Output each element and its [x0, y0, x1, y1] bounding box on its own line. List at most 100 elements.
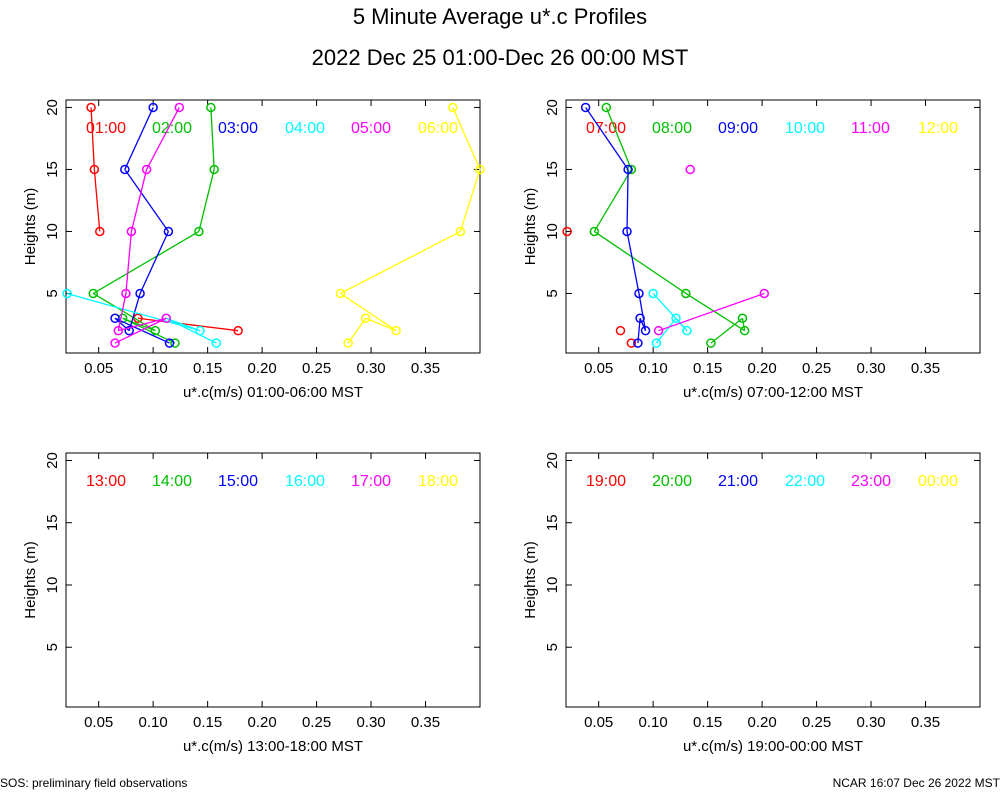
series-line-0100 [137, 317, 239, 332]
y-tick-label: 20 [44, 452, 61, 469]
series-line-0400 [165, 317, 217, 344]
x-tick-label: 0.05 [584, 360, 613, 377]
plot-frame-1 [65, 99, 481, 354]
legend-label-0600: 06:00 [418, 120, 458, 137]
data-point-0500 [161, 313, 171, 324]
y-axis-label: Heights (m) [522, 541, 539, 619]
data-point-0600 [343, 338, 353, 348]
x-tick-label: 0.30 [856, 360, 885, 377]
legend-label-1200: 12:00 [918, 120, 958, 137]
series-line-0900 [626, 231, 640, 294]
data-point-0700 [626, 338, 637, 348]
series-line-0600 [340, 230, 461, 295]
series-line-0100 [90, 107, 95, 170]
data-point-0900 [580, 102, 591, 113]
data-point-0900 [634, 288, 644, 299]
legend-label-0700: 07:00 [586, 120, 626, 137]
series-line-0500 [125, 231, 133, 294]
data-point-0600 [448, 102, 458, 113]
data-point-0600 [335, 288, 346, 299]
x-axis-label: u*.c(m/s) 19:00-00:00 MST [683, 738, 863, 755]
legend-label-2000: 20:00 [652, 473, 692, 490]
y-tick-label: 10 [44, 577, 61, 594]
x-tick-label: 0.05 [584, 714, 613, 731]
data-point-0200 [209, 164, 219, 175]
data-point-0500 [121, 288, 131, 299]
x-tick-label: 0.35 [411, 714, 440, 731]
x-axis-label: u*.c(m/s) 13:00-18:00 MST [183, 738, 363, 755]
x-axis-label: u*.c(m/s) 07:00-12:00 MST [683, 384, 863, 401]
series-line-0900 [585, 107, 629, 170]
legend-label-1700: 17:00 [351, 473, 391, 490]
x-tick-label: 0.25 [302, 360, 331, 377]
series-line-0800 [593, 230, 687, 295]
series-line-0200 [92, 292, 156, 332]
y-axis-label: Heights (m) [22, 541, 39, 619]
data-point-0200 [170, 338, 180, 348]
x-tick-label: 0.20 [748, 360, 777, 377]
x-tick-label: 0.30 [356, 360, 385, 377]
y-tick-label: 15 [44, 514, 61, 531]
legend-label-0300: 03:00 [218, 120, 258, 137]
x-tick-label: 0.15 [193, 714, 222, 731]
x-tick-label: 0.35 [911, 714, 940, 731]
data-point-1100 [759, 288, 770, 299]
data-point-0400 [195, 325, 205, 336]
series-line-0900 [626, 169, 629, 232]
series-line-0300 [114, 317, 170, 344]
data-point-0600 [455, 226, 466, 237]
legend-label-1400: 14:00 [152, 473, 192, 490]
data-point-0600 [360, 313, 371, 324]
legend-label-2200: 22:00 [785, 473, 825, 490]
series-line-0800 [685, 292, 746, 332]
legend-label-1900: 19:00 [586, 473, 626, 490]
data-point-0100 [89, 164, 100, 175]
data-point-0300 [163, 226, 174, 237]
x-tick-label: 0.30 [856, 714, 885, 731]
plot-frame-4 [565, 452, 981, 708]
data-point-0900 [635, 313, 645, 324]
data-point-1000 [682, 325, 692, 336]
data-point-0100 [86, 102, 96, 113]
plot-frame-3 [65, 452, 481, 708]
legend-label-0200: 02:00 [152, 120, 192, 137]
x-tick-label: 0.10 [639, 360, 668, 377]
series-line-0200 [210, 107, 215, 170]
y-tick-label: 10 [544, 577, 561, 594]
chart-title: 5 Minute Average u*.c Profiles [352, 4, 648, 29]
series-line-0800 [710, 317, 743, 344]
data-point-0800 [739, 325, 750, 336]
data-point-0500 [126, 226, 137, 237]
data-point-0100 [95, 226, 105, 237]
series-line-0500 [146, 107, 180, 170]
series-line-0300 [139, 231, 170, 294]
legend-label-1100: 11:00 [851, 120, 890, 137]
data-point-1000 [651, 338, 662, 348]
series-line-0500 [130, 169, 148, 232]
data-point-0800 [681, 288, 691, 299]
y-tick-label: 5 [544, 643, 561, 651]
series-line-0600 [452, 107, 481, 170]
y-tick-label: 5 [544, 289, 561, 297]
legend-label-1500: 15:00 [218, 473, 258, 490]
x-tick-label: 0.30 [356, 714, 385, 731]
data-point-0800 [706, 338, 716, 348]
x-tick-label: 0.20 [248, 714, 277, 731]
data-point-0300 [120, 164, 130, 175]
y-tick-label: 10 [44, 223, 61, 240]
y-tick-label: 20 [544, 452, 561, 469]
x-tick-label: 0.10 [139, 360, 168, 377]
series-line-0900 [638, 293, 647, 331]
series-line-0900 [639, 318, 647, 331]
footer-note: SOS: preliminary field observations [0, 776, 188, 790]
series-line-1000 [655, 317, 677, 344]
data-point-0700 [615, 325, 626, 336]
y-tick-label: 15 [44, 161, 61, 178]
x-tick-label: 0.15 [193, 360, 222, 377]
x-tick-label: 0.05 [84, 714, 113, 731]
data-point-0300 [164, 338, 175, 348]
series-line-0200 [198, 169, 215, 232]
data-point-0500 [141, 164, 152, 175]
data-point-0900 [623, 164, 633, 175]
data-point-1100 [685, 164, 695, 175]
